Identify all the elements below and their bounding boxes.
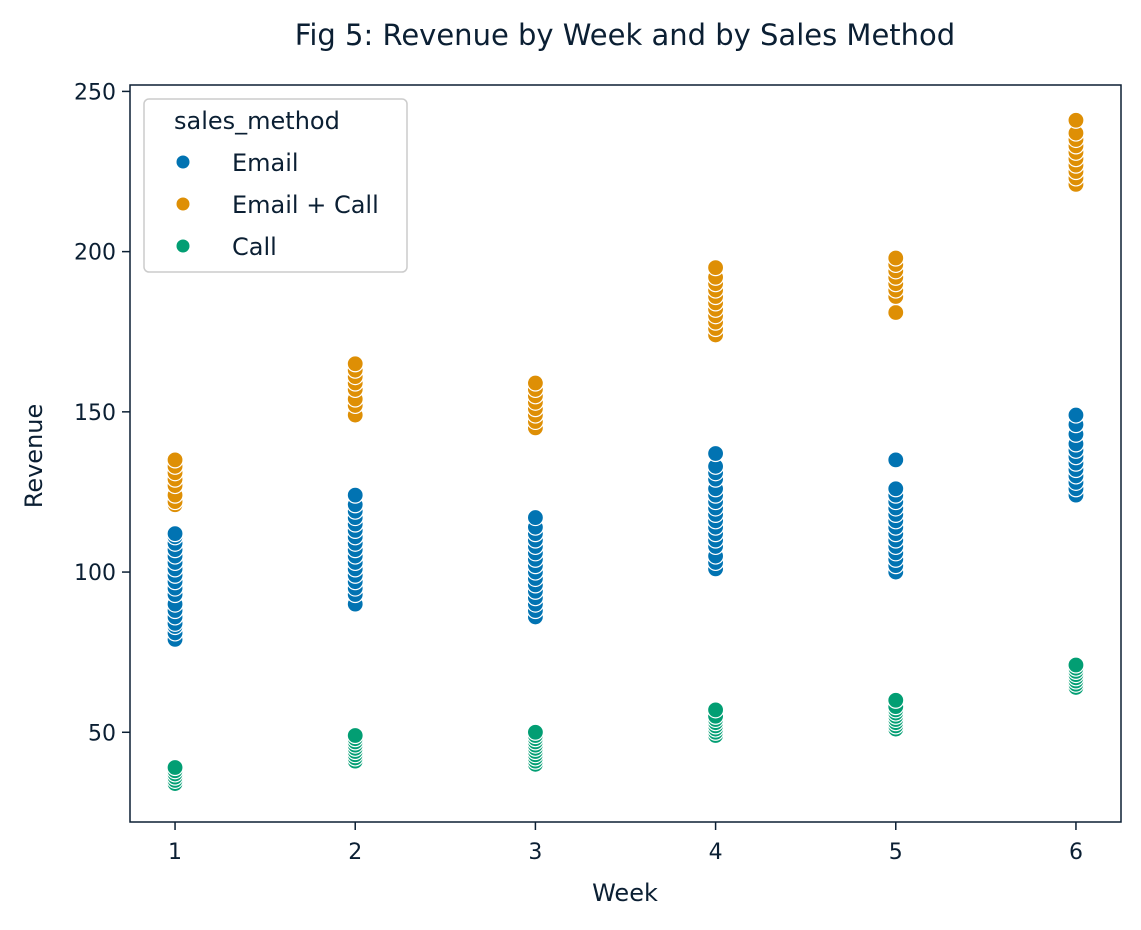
legend-box: [143, 98, 408, 273]
data-point-email-call: [1067, 111, 1085, 129]
legend-marker-email-call: [175, 196, 191, 212]
data-point-email-call: [706, 259, 725, 277]
x-tick-label: 2: [348, 840, 362, 865]
data-point-call: [706, 701, 725, 719]
y-tick-label: 200: [74, 241, 116, 266]
legend-marker-call: [175, 238, 191, 254]
data-point-email: [166, 525, 184, 543]
plot-frame: [129, 84, 1122, 823]
data-point-email: [526, 508, 545, 527]
data-point-call: [1067, 656, 1085, 674]
legend-label-call: Call: [232, 233, 277, 261]
data-point-email-call: [526, 374, 545, 392]
legend: sales_method Email Email + Call Call: [143, 98, 408, 273]
series-email-call: [166, 111, 1085, 514]
y-tick-label: 150: [74, 401, 116, 426]
data-point-call: [166, 758, 184, 777]
y-tick-label: 250: [74, 80, 116, 105]
data-point-call: [346, 726, 364, 745]
data-point-email: [887, 480, 905, 498]
data-point-email: [346, 486, 364, 504]
data-point-call: [526, 723, 545, 741]
x-tick-label: 4: [709, 840, 723, 865]
legend-entries: Email Email + Call Call: [175, 149, 379, 261]
data-point-email-call: [346, 355, 364, 373]
x-tick-label: 1: [168, 840, 182, 865]
x-tick-label: 3: [528, 840, 542, 865]
data-point-email-call: [887, 303, 905, 322]
chart-title: Fig 5: Revenue by Week and by Sales Meth…: [295, 18, 955, 52]
data-point-email-call: [166, 451, 184, 469]
legend-title: sales_method: [174, 107, 340, 135]
legend-label-email-call: Email + Call: [232, 191, 379, 219]
y-axis: 50 100 150 200 250: [74, 80, 130, 746]
data-point-email-call: [887, 249, 905, 267]
y-tick-label: 50: [88, 721, 116, 746]
series-call: [166, 656, 1085, 793]
data-point-call: [887, 691, 905, 709]
legend-label-email: Email: [232, 149, 299, 177]
x-axis: 1 2 3 4 5 6: [168, 822, 1083, 865]
y-axis-label: Revenue: [20, 404, 48, 509]
legend-marker-email: [175, 154, 191, 170]
series-email: [166, 406, 1085, 648]
x-tick-label: 5: [889, 840, 903, 865]
data-point-email: [1067, 406, 1085, 424]
data-point-email: [706, 444, 725, 463]
data-point-email: [887, 451, 905, 469]
x-axis-label: Week: [592, 879, 658, 907]
y-tick-label: 100: [74, 561, 116, 586]
points-layer: [166, 111, 1085, 793]
x-tick-label: 6: [1069, 840, 1083, 865]
plot-area: [129, 84, 1122, 823]
